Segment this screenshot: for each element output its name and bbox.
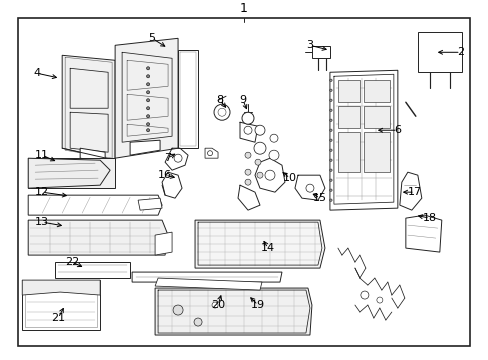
Ellipse shape <box>329 149 331 152</box>
Polygon shape <box>22 280 100 330</box>
Polygon shape <box>204 148 218 158</box>
Polygon shape <box>405 215 441 252</box>
Polygon shape <box>28 158 110 188</box>
Ellipse shape <box>244 126 251 134</box>
Ellipse shape <box>212 302 218 308</box>
Text: 19: 19 <box>250 300 264 310</box>
Ellipse shape <box>173 305 183 315</box>
Ellipse shape <box>146 67 149 70</box>
Ellipse shape <box>253 142 265 154</box>
Ellipse shape <box>329 79 331 81</box>
Text: 5: 5 <box>148 33 155 43</box>
Bar <box>363 106 389 128</box>
Ellipse shape <box>329 109 331 112</box>
Ellipse shape <box>329 189 331 192</box>
Text: 22: 22 <box>65 257 79 267</box>
Bar <box>337 106 359 128</box>
Text: 10: 10 <box>283 173 296 183</box>
Ellipse shape <box>305 184 313 192</box>
Polygon shape <box>417 32 461 72</box>
Polygon shape <box>329 70 397 210</box>
Text: 11: 11 <box>35 150 49 160</box>
Ellipse shape <box>214 104 229 120</box>
Polygon shape <box>62 55 115 160</box>
Polygon shape <box>155 278 262 290</box>
Ellipse shape <box>329 179 331 181</box>
Ellipse shape <box>360 291 368 299</box>
Polygon shape <box>80 148 105 162</box>
Ellipse shape <box>329 169 331 171</box>
Text: 20: 20 <box>210 300 224 310</box>
Ellipse shape <box>329 139 331 141</box>
Ellipse shape <box>146 107 149 110</box>
Polygon shape <box>195 220 324 268</box>
Ellipse shape <box>254 125 264 135</box>
Ellipse shape <box>376 297 382 303</box>
Polygon shape <box>115 38 178 158</box>
Text: 2: 2 <box>456 47 464 57</box>
Text: 9: 9 <box>239 95 246 105</box>
Text: 7: 7 <box>164 153 171 163</box>
Ellipse shape <box>244 169 250 175</box>
Text: 17: 17 <box>407 187 421 197</box>
Text: 15: 15 <box>312 193 326 203</box>
Polygon shape <box>178 50 198 148</box>
Polygon shape <box>130 140 160 155</box>
Polygon shape <box>155 288 311 335</box>
Text: 3: 3 <box>306 40 313 50</box>
Ellipse shape <box>146 129 149 132</box>
Text: 8: 8 <box>216 95 223 105</box>
Ellipse shape <box>329 199 331 201</box>
Ellipse shape <box>254 159 261 165</box>
Polygon shape <box>399 172 421 210</box>
Polygon shape <box>138 198 162 210</box>
Text: 6: 6 <box>393 125 401 135</box>
Polygon shape <box>155 232 172 255</box>
Bar <box>311 46 329 58</box>
Text: 16: 16 <box>158 170 172 180</box>
Ellipse shape <box>146 123 149 126</box>
Ellipse shape <box>244 152 250 158</box>
Ellipse shape <box>244 179 250 185</box>
Ellipse shape <box>329 159 331 161</box>
Polygon shape <box>28 195 162 215</box>
Ellipse shape <box>146 83 149 86</box>
Ellipse shape <box>194 318 202 326</box>
Text: 12: 12 <box>35 187 49 197</box>
Text: 18: 18 <box>422 213 436 223</box>
Ellipse shape <box>257 172 263 178</box>
Ellipse shape <box>329 129 331 131</box>
Polygon shape <box>132 272 282 282</box>
Text: 4: 4 <box>34 68 41 78</box>
Ellipse shape <box>207 151 212 156</box>
Ellipse shape <box>146 115 149 118</box>
Ellipse shape <box>218 108 225 116</box>
Ellipse shape <box>264 170 274 180</box>
Ellipse shape <box>146 75 149 78</box>
Polygon shape <box>28 220 168 255</box>
Text: 14: 14 <box>261 243 274 253</box>
Text: 21: 21 <box>51 313 65 323</box>
Text: 1: 1 <box>240 2 247 15</box>
Polygon shape <box>22 280 100 295</box>
Ellipse shape <box>329 99 331 102</box>
Polygon shape <box>28 158 115 188</box>
Ellipse shape <box>268 150 278 160</box>
Text: 13: 13 <box>35 217 49 227</box>
Ellipse shape <box>146 99 149 102</box>
Bar <box>337 132 359 172</box>
Ellipse shape <box>146 91 149 94</box>
Ellipse shape <box>174 154 182 162</box>
Bar <box>363 132 389 172</box>
Ellipse shape <box>242 112 253 124</box>
Ellipse shape <box>329 119 331 121</box>
Ellipse shape <box>329 89 331 91</box>
Bar <box>363 80 389 102</box>
Polygon shape <box>55 262 130 278</box>
Ellipse shape <box>269 134 277 142</box>
Bar <box>337 80 359 102</box>
